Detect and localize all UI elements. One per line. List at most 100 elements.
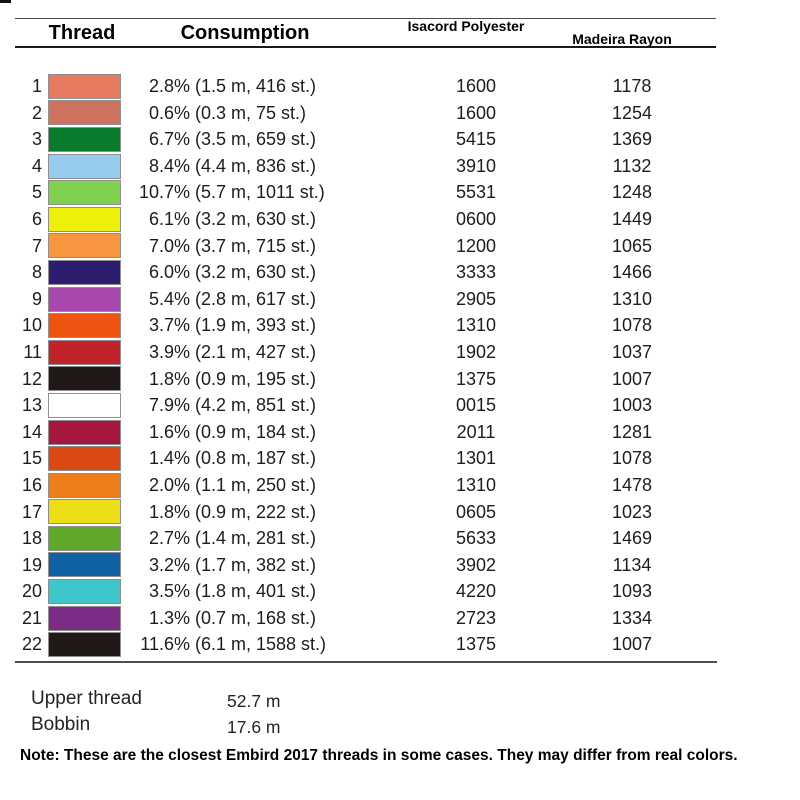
thread-color-swatch-fill xyxy=(48,605,121,631)
thread-color-swatch-fill xyxy=(48,100,121,126)
consumption-detail: (4.4 m, 836 st.) xyxy=(195,155,317,176)
thread-row: 12 1.8% (0.9 m, 195 st.) 1375 1007 xyxy=(0,366,800,393)
thread-color-swatch-fill xyxy=(48,180,121,206)
column-header-isacord-polyester: Isacord Polyester xyxy=(407,18,525,34)
thread-row: 15 1.4% (0.8 m, 187 st.) 1301 1078 xyxy=(0,445,800,472)
isacord-number: 3910 xyxy=(455,155,497,176)
madeira-number: 1007 xyxy=(611,368,653,389)
consumption-cell: 11.6% (6.1 m, 1588 st.) xyxy=(123,631,400,658)
consumption-cell: 1.6% (0.9 m, 184 st.) xyxy=(123,419,400,446)
madeira-number: 1478 xyxy=(611,474,653,495)
consumption-percent: 7.0% xyxy=(148,235,190,256)
consumption-percent: 1.4% xyxy=(148,448,190,469)
consumption-detail: (1.7 m, 382 st.) xyxy=(195,554,317,575)
consumption-cell: 1.8% (0.9 m, 222 st.) xyxy=(123,499,400,526)
madeira-number: 1254 xyxy=(611,102,653,123)
thread-number: 8 xyxy=(31,262,42,283)
consumption-cell: 8.4% (4.4 m, 836 st.) xyxy=(123,153,400,180)
madeira-number: 1369 xyxy=(611,129,653,150)
consumption-detail: (1.9 m, 393 st.) xyxy=(195,315,317,336)
thread-color-swatch-fill xyxy=(48,579,121,605)
madeira-number: 1037 xyxy=(611,341,653,362)
thread-color-swatch-fill xyxy=(48,632,121,658)
thread-color-swatch xyxy=(45,100,123,126)
thread-color-swatch-fill xyxy=(48,259,121,285)
thread-number: 18 xyxy=(21,528,42,549)
thread-color-swatch xyxy=(45,259,123,285)
consumption-cell: 3.2% (1.7 m, 382 st.) xyxy=(123,552,400,579)
isacord-number: 1600 xyxy=(455,102,497,123)
consumption-cell: 6.1% (3.2 m, 630 st.) xyxy=(123,206,400,233)
isacord-number: 1200 xyxy=(455,235,497,256)
column-header-thread: Thread xyxy=(48,22,116,44)
consumption-percent: 3.9% xyxy=(148,341,190,362)
thread-number: 17 xyxy=(21,501,42,522)
column-header-madeira-rayon: Madeira Rayon xyxy=(572,31,672,47)
madeira-number: 1449 xyxy=(611,208,653,229)
thread-color-swatch xyxy=(45,286,123,312)
madeira-number: 1007 xyxy=(611,634,653,655)
thread-row: 11 3.9% (2.1 m, 427 st.) 1902 1037 xyxy=(0,339,800,366)
thread-number: 5 xyxy=(31,182,42,203)
thread-number: 7 xyxy=(31,235,42,256)
thread-color-swatch xyxy=(45,446,123,472)
consumption-percent: 1.8% xyxy=(148,501,190,522)
upper-thread-label: Upper thread xyxy=(31,688,142,709)
thread-color-swatch xyxy=(45,552,123,578)
thread-row: 3 6.7% (3.5 m, 659 st.) 5415 1369 xyxy=(0,126,800,153)
consumption-percent: 0.6% xyxy=(148,102,190,123)
madeira-number: 1334 xyxy=(611,607,653,628)
isacord-number: 1310 xyxy=(455,474,497,495)
consumption-cell: 1.4% (0.8 m, 187 st.) xyxy=(123,445,400,472)
consumption-detail: (0.7 m, 168 st.) xyxy=(195,607,317,628)
thread-color-swatch-fill xyxy=(48,233,121,259)
thread-number: 15 xyxy=(21,448,42,469)
thread-row: 19 3.2% (1.7 m, 382 st.) 3902 1134 xyxy=(0,552,800,579)
consumption-percent: 1.3% xyxy=(148,607,190,628)
consumption-cell: 3.9% (2.1 m, 427 st.) xyxy=(123,339,400,366)
madeira-number: 1178 xyxy=(612,76,652,96)
thread-color-swatch-fill xyxy=(48,419,121,445)
consumption-percent: 2.8% xyxy=(148,76,190,96)
thread-row: 9 5.4% (2.8 m, 617 st.) 2905 1310 xyxy=(0,286,800,313)
consumption-detail: (0.8 m, 187 st.) xyxy=(195,448,317,469)
isacord-number: 3902 xyxy=(455,554,497,575)
isacord-number: 1301 xyxy=(455,448,497,469)
thread-color-swatch xyxy=(45,339,123,365)
consumption-detail: (1.5 m, 416 st.) xyxy=(195,76,317,96)
thread-color-swatch-fill xyxy=(48,392,121,418)
consumption-detail: (0.9 m, 184 st.) xyxy=(195,421,317,442)
thread-color-swatch-fill xyxy=(48,525,121,551)
thread-color-swatch xyxy=(45,180,123,206)
thread-color-swatch xyxy=(45,472,123,498)
isacord-number: 2723 xyxy=(455,607,497,628)
thread-number: 1 xyxy=(31,76,42,96)
isacord-number: 5531 xyxy=(455,182,497,203)
thread-color-swatch xyxy=(45,366,123,392)
isacord-number: 2905 xyxy=(455,288,497,309)
thread-row: 21 1.3% (0.7 m, 168 st.) 2723 1334 xyxy=(0,605,800,632)
consumption-detail: (4.2 m, 851 st.) xyxy=(195,395,317,416)
thread-number: 3 xyxy=(31,129,42,150)
consumption-percent: 7.9% xyxy=(148,395,190,416)
table-top-rule xyxy=(15,18,716,19)
consumption-percent: 2.7% xyxy=(148,528,190,549)
thread-row: 10 3.7% (1.9 m, 393 st.) 1310 1078 xyxy=(0,312,800,339)
thread-number: 6 xyxy=(31,208,42,229)
consumption-percent: 8.4% xyxy=(148,155,190,176)
isacord-number: 5415 xyxy=(455,129,497,150)
consumption-cell: 7.9% (4.2 m, 851 st.) xyxy=(123,392,400,419)
madeira-number: 1093 xyxy=(611,581,653,602)
isacord-number: 0600 xyxy=(455,208,497,229)
consumption-detail: (0.9 m, 195 st.) xyxy=(195,368,317,389)
consumption-percent: 10.7% xyxy=(138,182,190,203)
isacord-number: 1375 xyxy=(455,634,497,655)
madeira-number: 1065 xyxy=(611,235,653,256)
thread-color-swatch xyxy=(45,499,123,525)
thread-row: 13 7.9% (4.2 m, 851 st.) 0015 1003 xyxy=(0,392,800,419)
upper-thread-value: 52.7 m xyxy=(227,691,281,711)
thread-color-swatch xyxy=(45,632,123,658)
thread-color-swatch-fill xyxy=(48,552,121,578)
thread-number: 12 xyxy=(21,368,42,389)
